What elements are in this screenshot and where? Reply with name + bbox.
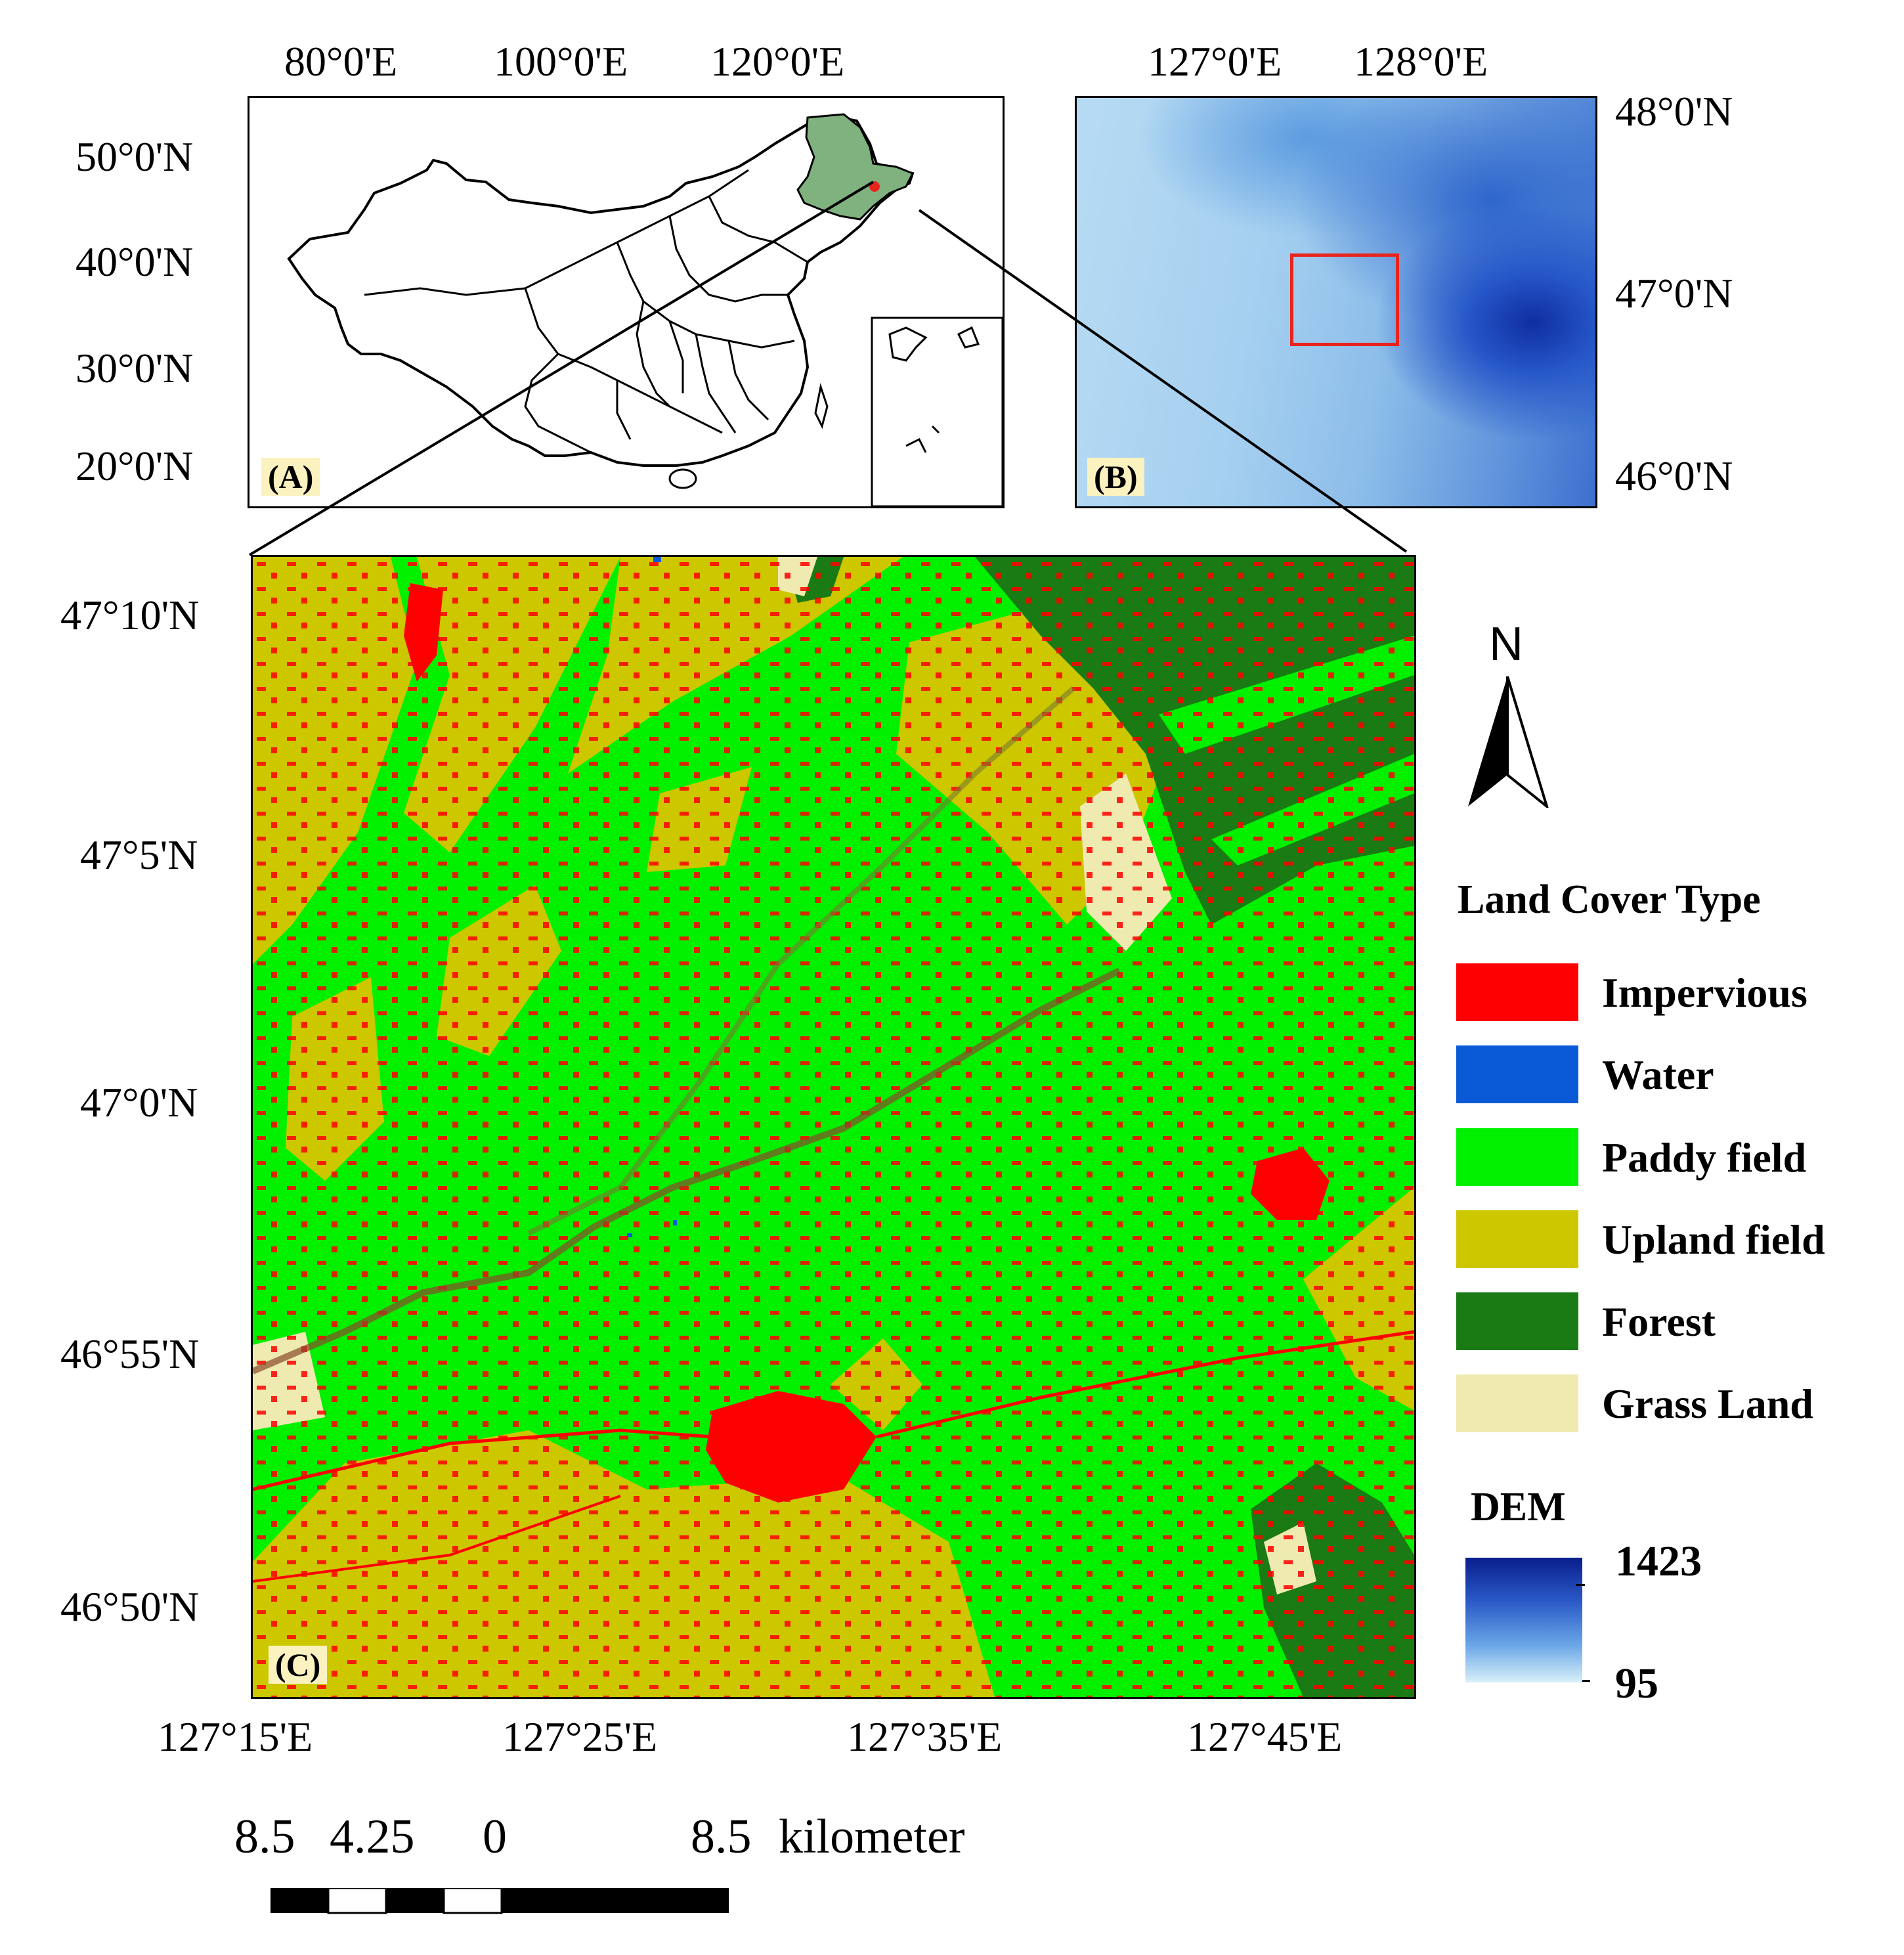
- panel-b-lon-label: 128°0'E: [1354, 38, 1488, 85]
- province-boundary: [364, 169, 749, 296]
- connector-line-b-to-c: [918, 209, 1408, 553]
- province-boundary: [695, 334, 737, 433]
- scale-unit: kilometer: [779, 1810, 965, 1864]
- legend-label-forest: Forest: [1602, 1298, 1716, 1345]
- legend-label-impervious: Impervious: [1602, 969, 1807, 1016]
- river-channel: [527, 686, 1075, 1236]
- taiwan-island: [814, 383, 829, 429]
- inset-coastline: [957, 326, 980, 349]
- dem-ramp-tick-min: [1582, 1680, 1590, 1682]
- province-boundary: [616, 242, 795, 349]
- scale-label: 4.25: [330, 1810, 415, 1864]
- panel-b-lat-label: 48°0'N: [1615, 88, 1733, 135]
- north-arrow-icon: [1468, 676, 1549, 808]
- scale-bar: [270, 1888, 729, 1914]
- legend-swatch-paddy-field: [1456, 1128, 1578, 1186]
- legend-swatch-grass-land: [1456, 1374, 1578, 1432]
- province-boundary: [708, 196, 808, 263]
- panel-c-label: (C): [269, 1646, 328, 1684]
- road-line: [253, 1330, 1414, 1491]
- province-boundary: [616, 380, 632, 440]
- water-bodies: [627, 557, 677, 1237]
- panel-c-lat-label: 47°0'N: [80, 1079, 198, 1126]
- road-line: [253, 1495, 621, 1583]
- scale-label: 8.5: [234, 1810, 295, 1864]
- province-boundary: [668, 215, 788, 303]
- heilongjiang-province: [796, 113, 915, 221]
- china-outline-map: [287, 113, 1004, 508]
- legend-label-water: Water: [1602, 1051, 1714, 1098]
- land-cover-raster: [253, 557, 1414, 1697]
- panel-a-lat-label: 30°0'N: [76, 345, 194, 391]
- panel-c-lon-label: 127°15'E: [158, 1713, 313, 1760]
- scale-label: 8.5: [691, 1810, 752, 1864]
- river-channel: [253, 967, 1121, 1374]
- province-boundary: [727, 340, 769, 421]
- panel-b-lat-label: 46°0'N: [1615, 452, 1733, 499]
- panel-c-land-cover-map: (C): [251, 555, 1416, 1699]
- dem-legend-title: DEM: [1471, 1485, 1566, 1529]
- study-area-box: [1290, 253, 1399, 346]
- connector-line-a-to-c: [248, 181, 875, 556]
- legend-label-upland-field: Upland field: [1602, 1216, 1825, 1263]
- north-arrow-letter: N: [1489, 618, 1523, 670]
- impervious-urban-areas: [404, 583, 1330, 1503]
- china-border: [287, 114, 915, 467]
- panel-b-label: (B): [1087, 458, 1144, 496]
- dem-color-ramp: [1465, 1558, 1582, 1682]
- legend-swatch-impervious: [1456, 963, 1578, 1021]
- scattered-impervious-pattern: [253, 557, 1414, 1697]
- panel-c-lat-label: 46°55'N: [60, 1330, 200, 1377]
- hainan-island: [668, 468, 697, 489]
- panel-a-lat-label: 40°0'N: [76, 238, 194, 285]
- panel-c-lon-label: 127°45'E: [1187, 1713, 1343, 1760]
- panel-b-lat-label: 47°0'N: [1615, 270, 1733, 317]
- panel-c-lat-label: 47°5'N: [80, 831, 198, 878]
- panel-b-dem-map: (B): [1075, 96, 1597, 508]
- panel-a-lon-label: 100°0'E: [494, 38, 628, 85]
- panel-a-lat-label: 20°0'N: [76, 443, 194, 489]
- inset-islands: [905, 425, 940, 453]
- panel-a-china-map: (A): [248, 96, 1005, 508]
- dem-ramp-tick-max: [1576, 1584, 1585, 1586]
- scale-label: 0: [483, 1810, 507, 1864]
- panel-c-lon-label: 127°35'E: [847, 1713, 1003, 1760]
- panel-a-lon-label: 80°0'E: [284, 38, 398, 85]
- province-boundary: [668, 320, 684, 393]
- panel-c-lat-label: 46°50'N: [60, 1583, 200, 1630]
- panel-c-lat-label: 47°10'N: [60, 592, 200, 638]
- legend-title: Land Cover Type: [1458, 877, 1761, 922]
- panel-a-lon-label: 120°0'E: [710, 38, 845, 85]
- province-boundary: [524, 353, 592, 454]
- legend-label-paddy-field: Paddy field: [1602, 1134, 1807, 1181]
- legend-swatch-water: [1456, 1045, 1578, 1103]
- panel-b-lon-label: 127°0'E: [1148, 38, 1282, 85]
- legend-swatch-upland-field: [1456, 1210, 1578, 1268]
- dem-max-value: 1423: [1615, 1537, 1702, 1585]
- legend-label-grass-land: Grass Land: [1602, 1380, 1813, 1427]
- legend-swatch-forest: [1456, 1292, 1578, 1350]
- dem-min-value: 95: [1615, 1659, 1658, 1707]
- panel-a-lat-label: 50°0'N: [76, 133, 194, 180]
- panel-c-lon-label: 127°25'E: [502, 1713, 658, 1760]
- inset-coastline: [888, 326, 928, 362]
- panel-a-label: (A): [261, 458, 320, 496]
